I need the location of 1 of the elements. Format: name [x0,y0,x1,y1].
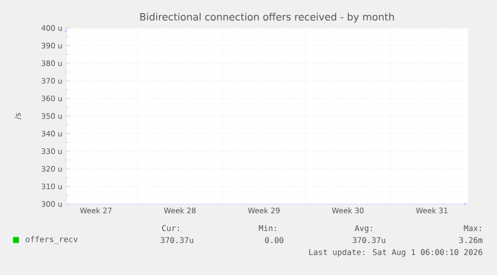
chart-title: Bidirectional connection offers received - by month [140,12,394,23]
